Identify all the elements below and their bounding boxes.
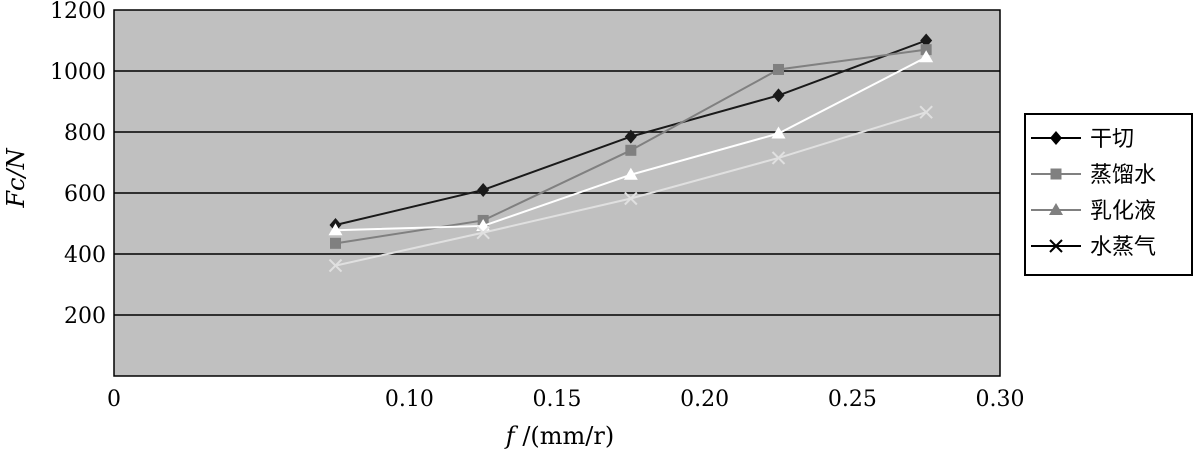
data-point	[625, 144, 637, 156]
legend-marker	[1049, 239, 1063, 253]
legend-label: 干切	[1090, 127, 1134, 152]
x-axis-label: f /(mm/r)	[504, 422, 614, 450]
data-point	[919, 105, 933, 119]
series-layer	[328, 33, 934, 273]
y-tick-label: 1000	[50, 60, 106, 85]
y-tick-label: 400	[64, 243, 106, 268]
y-axis-label-main: Fc/N	[2, 147, 30, 208]
data-point	[771, 126, 786, 139]
series-3	[328, 50, 934, 236]
data-point	[328, 258, 343, 273]
y-tick-label: 200	[64, 304, 106, 329]
data-point	[920, 44, 932, 56]
data-point	[771, 151, 786, 165]
legend-entry: 乳化液	[1031, 199, 1156, 224]
data-point	[920, 33, 933, 48]
y-tick-label: 1200	[50, 0, 106, 24]
gridlines	[114, 70, 1000, 316]
legend-entry: 干切	[1031, 127, 1134, 152]
data-point	[330, 237, 341, 249]
data-point	[624, 129, 637, 144]
y-tick-label: 600	[64, 182, 106, 207]
data-point	[919, 50, 934, 63]
legend-marker	[1049, 203, 1063, 215]
data-point	[772, 88, 785, 103]
x-tick-label: 0.30	[976, 387, 1025, 412]
data-point	[773, 63, 784, 75]
data-point	[476, 225, 490, 240]
x-axis-label-unit: /(mm/r)	[522, 422, 614, 450]
legend-marker	[1050, 168, 1062, 180]
legend-label: 乳化液	[1090, 199, 1156, 224]
x-tick-label: 0	[107, 387, 121, 412]
data-point	[477, 182, 490, 197]
legend-label: 水蒸气	[1090, 235, 1156, 260]
data-point	[623, 167, 638, 180]
legend-entry: 蒸馏水	[1031, 163, 1156, 188]
x-axis-label-var: f	[504, 422, 523, 450]
series-4	[328, 105, 933, 273]
x-tick-label: 0.15	[533, 387, 582, 412]
legend-marker	[1050, 131, 1062, 145]
data-point	[328, 223, 343, 236]
series-1	[329, 33, 933, 233]
data-point	[624, 191, 638, 206]
legend-entry: 水蒸气	[1031, 235, 1156, 260]
y-axis-label: Fc/N	[2, 147, 30, 208]
x-tick-label: 0.25	[828, 387, 877, 412]
x-tick-label: 0.20	[680, 387, 729, 412]
y-tick-label: 800	[64, 121, 106, 146]
legend-label: 蒸馏水	[1090, 163, 1156, 188]
tick-labels: 200 400 600 800 1000 1200 0 0.10 0.15 0.20 0.25 0.3…	[50, 0, 1024, 412]
x-tick-label: 0.10	[385, 387, 434, 412]
